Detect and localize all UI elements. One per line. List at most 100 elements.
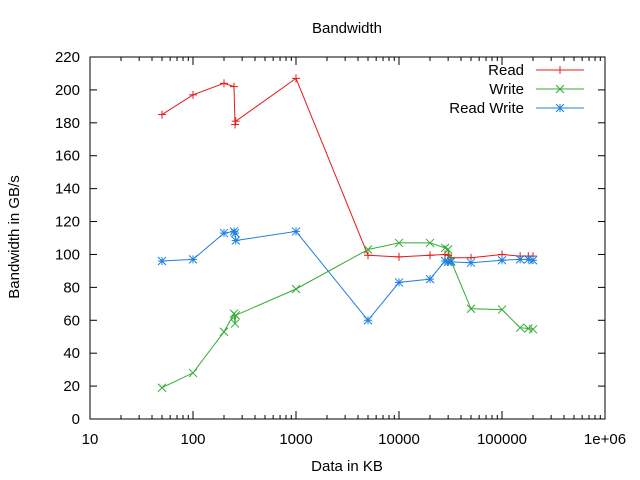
y-axis: 0 20 40 60 80 100 120 140 160 180 200 220	[55, 49, 605, 428]
marker-stroke	[291, 284, 301, 294]
data-point-write	[425, 238, 435, 248]
data-point-read-write	[231, 236, 241, 245]
series-line-read-write	[161, 230, 534, 322]
x-tick-label: 100000	[477, 431, 527, 448]
marker-stroke	[440, 243, 450, 253]
data-point-read	[157, 110, 166, 119]
legend-label-write: Write	[489, 81, 524, 98]
x-tick-label: 10	[82, 431, 99, 448]
marker-stroke	[219, 228, 229, 238]
marker-stroke	[523, 255, 533, 264]
marker-stroke	[515, 255, 525, 264]
data-point-write	[394, 238, 404, 248]
data-point-read-write	[466, 258, 476, 268]
series-layer	[157, 74, 538, 393]
data-point-read	[363, 251, 372, 260]
marker-stroke	[157, 383, 167, 393]
marker-stroke	[231, 236, 241, 245]
legend-item-read: Read	[488, 62, 584, 79]
marker-stroke	[188, 255, 198, 264]
y-tick-label: 80	[63, 279, 80, 296]
y-tick-label: 220	[55, 49, 80, 66]
y-tick-label: 60	[63, 312, 80, 329]
data-point-read	[229, 82, 238, 91]
data-point-write	[443, 245, 453, 254]
marker-stroke	[394, 278, 404, 287]
data-point-read	[231, 117, 240, 126]
marker-stroke	[497, 305, 507, 314]
series-read-write	[157, 227, 538, 325]
x-tick-label: 10000	[378, 431, 420, 448]
y-tick-label: 40	[63, 345, 80, 362]
data-point-read-write	[497, 255, 507, 265]
data-point-read-write	[157, 256, 167, 266]
x-tick-label: 1e+06	[584, 431, 626, 448]
x-axis-title: Data in KB	[311, 458, 383, 475]
marker-stroke	[231, 310, 241, 320]
marker-stroke	[230, 228, 240, 238]
plot-border	[89, 56, 606, 420]
x-tick-label: 100	[180, 431, 205, 448]
data-point-read	[292, 74, 300, 83]
data-point-read-write	[446, 257, 456, 267]
data-point-read-write	[219, 228, 229, 238]
series-write	[157, 238, 538, 393]
x-tick-label: 1000	[279, 431, 312, 448]
data-point-write	[466, 304, 476, 314]
y-tick-label: 140	[55, 181, 80, 198]
legend-label-read: Read	[488, 62, 524, 79]
y-tick-label: 20	[63, 378, 80, 395]
data-point-write	[497, 305, 507, 314]
plot-frame	[89, 56, 606, 420]
marker-stroke	[425, 238, 435, 248]
legend-marker-read-write	[555, 103, 565, 113]
data-point-read-write	[188, 255, 198, 264]
marker-stroke	[466, 304, 476, 314]
legend-label-read-write: Read Write	[449, 100, 524, 117]
data-point-write	[219, 327, 229, 337]
legend-item-write: Write	[489, 81, 584, 98]
data-point-write	[188, 368, 198, 378]
data-point-read	[231, 120, 240, 129]
data-point-write	[231, 310, 241, 320]
y-tick-label: 120	[55, 214, 80, 231]
data-point-write	[528, 324, 538, 334]
y-tick-label: 100	[55, 246, 80, 263]
marker-stroke	[188, 368, 198, 378]
marker-stroke	[523, 324, 533, 333]
y-axis-title: Bandwidth in GB/s	[6, 175, 23, 298]
marker-stroke	[497, 255, 507, 265]
data-point-read-write	[394, 278, 404, 287]
chart-title: Bandwidth	[312, 20, 382, 37]
y-tick-label: 160	[55, 148, 80, 165]
data-point-read-write	[528, 255, 538, 265]
data-point-read	[426, 251, 435, 260]
marker-stroke	[443, 245, 453, 254]
data-point-write	[230, 319, 240, 328]
data-point-write	[363, 245, 373, 254]
marker-stroke	[528, 255, 538, 265]
marker-stroke	[157, 256, 167, 266]
y-tick-label: 180	[55, 115, 80, 132]
y-tick-label: 0	[72, 411, 80, 428]
marker-stroke	[363, 245, 373, 254]
x-axis: 10 100 1000 10000 100000 1e+06	[82, 57, 626, 448]
marker-stroke	[528, 324, 538, 334]
legend-item-read-write: Read Write	[449, 100, 584, 117]
legend: Read Write Read Write	[449, 62, 584, 117]
data-point-write	[515, 323, 525, 333]
marker-stroke	[394, 238, 404, 248]
data-point-read	[189, 90, 197, 99]
marker-stroke	[446, 257, 456, 267]
marker-stroke	[425, 274, 435, 284]
marker-stroke	[219, 327, 229, 337]
data-point-read-write	[363, 315, 373, 325]
data-point-read-write	[230, 228, 240, 238]
marker-stroke	[291, 227, 301, 236]
legend-marker-write	[555, 84, 565, 94]
data-point-write	[157, 383, 167, 393]
marker-stroke	[555, 84, 565, 94]
marker-stroke	[363, 315, 373, 325]
marker-stroke	[555, 103, 565, 113]
